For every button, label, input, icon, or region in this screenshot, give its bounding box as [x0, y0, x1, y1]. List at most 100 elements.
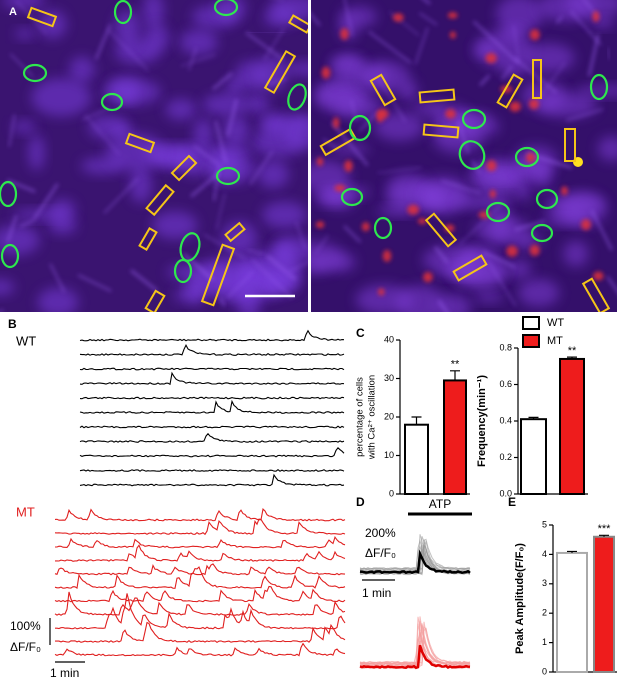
bar: [593, 535, 615, 674]
y-axis-label: Peak Amplitude(F/F₀): [514, 543, 526, 654]
scale-label: 100%: [10, 619, 41, 633]
y-tick-label: 0.4: [499, 415, 512, 425]
y-axis-label: Frequency(min⁻¹): [476, 375, 488, 467]
process: [193, 145, 223, 168]
roi-box: [144, 289, 166, 312]
nucleus: [489, 189, 496, 199]
process: [32, 183, 59, 221]
roi-box: [138, 226, 158, 252]
cell-blob: [563, 240, 589, 267]
roi-cell: [485, 201, 511, 223]
trace: [54, 518, 346, 536]
nucleus: [528, 98, 539, 110]
bar: [520, 418, 547, 495]
process: [414, 27, 429, 65]
roi-box: [319, 127, 357, 157]
roi-cell: [213, 0, 239, 17]
roi-box: [200, 243, 236, 307]
panel-label: D: [356, 495, 365, 509]
cell-blob: [179, 29, 218, 56]
process: [377, 77, 407, 123]
panel-label: C: [356, 326, 365, 340]
trace: [55, 593, 346, 630]
panel-label: A: [9, 6, 17, 18]
cell-blob: [255, 55, 288, 91]
y-tick-label: 0: [389, 488, 394, 498]
trace: [79, 371, 345, 386]
nucleus: [423, 271, 433, 283]
process: [322, 138, 340, 151]
process: [249, 150, 274, 186]
process: [245, 31, 284, 61]
cell-blob: [486, 171, 522, 183]
roi-cell: [173, 258, 193, 284]
nucleus: [447, 12, 458, 19]
nucleus: [377, 108, 389, 119]
process: [212, 72, 233, 91]
process: [49, 263, 66, 293]
y-tick-label: 2: [542, 608, 547, 618]
cell-blob: [283, 116, 308, 148]
y-axis-label: percentage of cells: [355, 377, 366, 457]
cell-blob: [258, 113, 285, 135]
process: [214, 120, 228, 164]
roi-box: [145, 183, 175, 217]
process: [188, 47, 197, 71]
cell-blob: [514, 181, 531, 201]
significance: ***: [598, 523, 612, 535]
cell-blob: [518, 279, 560, 307]
cell-blob: [105, 133, 164, 171]
process: [566, 108, 604, 122]
process: [437, 299, 449, 312]
y-tick-label: 0.8: [499, 342, 512, 352]
roi-cell: [287, 83, 307, 111]
process: [315, 234, 329, 254]
nucleus: [340, 28, 349, 40]
nucleus: [321, 66, 331, 79]
process: [226, 98, 238, 137]
process: [215, 192, 226, 230]
trace: [359, 544, 471, 571]
process: [590, 210, 613, 251]
cell-blob: [1, 0, 45, 9]
nucleus: [509, 101, 521, 112]
cell-blob: [537, 92, 598, 118]
nucleus: [445, 108, 456, 119]
roi-cell: [215, 166, 241, 186]
nucleus: [529, 29, 540, 41]
y-tick-label: 1: [542, 637, 547, 647]
cell-blob: [174, 288, 199, 302]
trace: [359, 624, 471, 667]
nucleus: [417, 218, 427, 225]
cell-blob: [597, 136, 617, 162]
cell-blob: [413, 101, 447, 116]
cell-blob: [246, 94, 270, 113]
cell-blob: [457, 194, 513, 210]
process: [183, 253, 215, 282]
y-tick-label: 0.6: [499, 379, 512, 389]
process: [15, 0, 47, 35]
nucleus: [525, 152, 536, 163]
image-wt-content: [0, 0, 308, 312]
process: [268, 77, 287, 86]
process: [512, 25, 520, 64]
y-tick-label: 30: [384, 373, 394, 383]
process: [459, 204, 503, 245]
cell-blob: [37, 287, 79, 312]
trace: [54, 585, 346, 603]
cell-blob: [355, 284, 413, 312]
trace: [359, 549, 471, 575]
cell-blob: [152, 211, 198, 240]
cell-blob: [222, 115, 250, 147]
process: [107, 29, 149, 72]
process: [6, 215, 18, 243]
bar: [404, 423, 429, 496]
trace: [55, 621, 346, 643]
cell-blob: [270, 0, 308, 22]
process: [130, 269, 158, 292]
cell-blob: [273, 236, 308, 263]
nucleus: [382, 250, 392, 262]
cell-blob: [28, 134, 45, 171]
process: [8, 114, 16, 147]
y-tick-label: 40: [384, 334, 394, 344]
